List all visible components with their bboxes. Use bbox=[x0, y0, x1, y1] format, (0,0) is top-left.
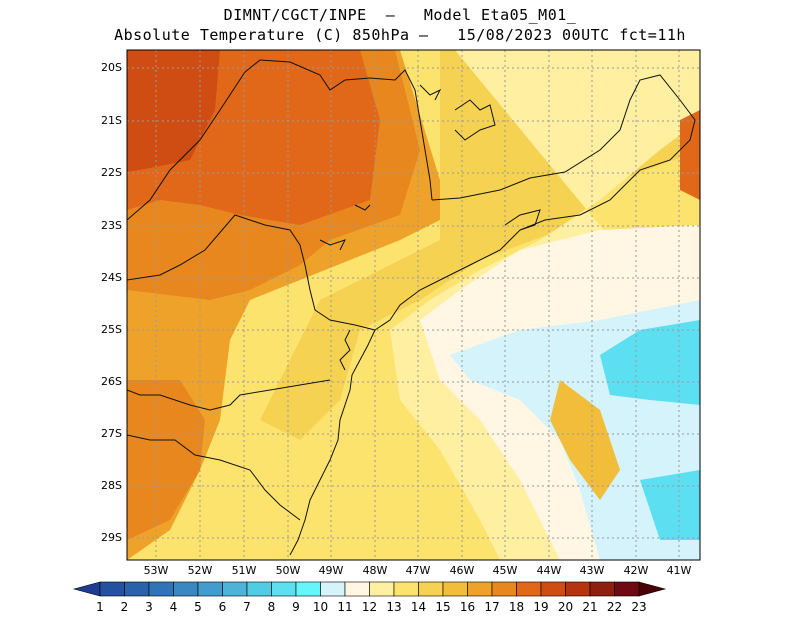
colorbar-label: 16 bbox=[459, 600, 476, 614]
colorbar-label: 5 bbox=[194, 600, 202, 614]
longitude-label: 42W bbox=[623, 564, 649, 577]
map-title-line-1: DIMNT/CGCT/INPE – Model Eta05_M01_ bbox=[223, 6, 577, 24]
colorbar-swatch bbox=[99, 581, 125, 597]
colorbar-swatch bbox=[638, 581, 667, 597]
colorbar-swatch bbox=[589, 581, 615, 597]
colorbar-label: 18 bbox=[508, 600, 525, 614]
latitude-label: 21S bbox=[101, 114, 122, 127]
longitude-label: 52W bbox=[187, 564, 213, 577]
latitude-label: 27S bbox=[101, 427, 122, 440]
colorbar-swatch bbox=[565, 581, 591, 597]
colorbar-label: 14 bbox=[410, 600, 427, 614]
colorbar bbox=[72, 581, 667, 597]
longitude-label: 43W bbox=[579, 564, 605, 577]
colorbar-swatch bbox=[344, 581, 370, 597]
colorbar-swatch bbox=[320, 581, 346, 597]
map-title-line-2: Absolute Temperature (C) 850hPa – 15/08/… bbox=[114, 26, 686, 44]
latitude-label: 24S bbox=[101, 271, 122, 284]
colorbar-swatch bbox=[393, 581, 419, 597]
political-boundaries bbox=[127, 59, 696, 556]
colorbar-swatch bbox=[222, 581, 248, 597]
colorbar-label: 4 bbox=[169, 600, 178, 614]
colorbar-label: 11 bbox=[337, 600, 353, 614]
colorbar-swatch bbox=[197, 581, 223, 597]
colorbar-label: 22 bbox=[606, 600, 623, 614]
longitude-label: 44W bbox=[536, 564, 562, 577]
colorbar-swatch bbox=[540, 581, 566, 597]
colorbar-swatch bbox=[124, 581, 150, 597]
longitude-label: 41W bbox=[666, 564, 692, 577]
latitude-label: 23S bbox=[101, 219, 122, 232]
longitude-label: 50W bbox=[275, 564, 301, 577]
plot-frame bbox=[126, 49, 701, 561]
colorbar-swatch bbox=[442, 581, 468, 597]
temperature-field bbox=[127, 50, 700, 560]
colorbar-label: 20 bbox=[557, 600, 574, 614]
colorbar-label: 17 bbox=[484, 600, 500, 614]
colorbar-swatch bbox=[418, 581, 444, 597]
colorbar-label: 3 bbox=[145, 600, 153, 614]
colorbar-swatch bbox=[295, 581, 321, 597]
colorbar-swatch bbox=[271, 581, 297, 597]
longitude-label: 53W bbox=[143, 564, 169, 577]
colorbar-label: 15 bbox=[435, 600, 451, 614]
latitude-label: 22S bbox=[101, 166, 122, 179]
colorbar-label: 23 bbox=[631, 600, 647, 614]
colorbar-swatch bbox=[516, 581, 542, 597]
colorbar-label: 19 bbox=[533, 600, 549, 614]
latitude-label: 26S bbox=[101, 375, 122, 388]
colorbar-label: 10 bbox=[312, 600, 329, 614]
colorbar-label: 13 bbox=[386, 600, 402, 614]
colorbar-swatch bbox=[72, 581, 101, 597]
longitude-label: 51W bbox=[231, 564, 257, 577]
graticule bbox=[127, 50, 700, 560]
colorbar-swatch bbox=[614, 581, 640, 597]
colorbar-label: 12 bbox=[361, 600, 378, 614]
colorbar-swatch bbox=[369, 581, 395, 597]
colorbar-label: 9 bbox=[292, 600, 300, 614]
longitude-label: 46W bbox=[449, 564, 475, 577]
colorbar-swatch bbox=[173, 581, 199, 597]
longitude-label: 48W bbox=[362, 564, 388, 577]
colorbar-swatch bbox=[467, 581, 493, 597]
colorbar-label: 8 bbox=[267, 600, 276, 614]
longitude-label: 45W bbox=[492, 564, 518, 577]
latitude-label: 29S bbox=[101, 531, 122, 544]
colorbar-swatch bbox=[246, 581, 272, 597]
latitude-label: 28S bbox=[101, 479, 122, 492]
colorbar-label: 2 bbox=[120, 600, 129, 614]
latitude-label: 20S bbox=[101, 61, 122, 74]
colorbar-label: 7 bbox=[243, 600, 251, 614]
longitude-label: 47W bbox=[405, 564, 431, 577]
latitude-label: 25S bbox=[101, 323, 122, 336]
colorbar-swatch bbox=[148, 581, 174, 597]
colorbar-label: 1 bbox=[96, 600, 104, 614]
colorbar-label: 6 bbox=[218, 600, 227, 614]
colorbar-label: 21 bbox=[582, 600, 598, 614]
colorbar-swatch bbox=[491, 581, 517, 597]
longitude-label: 49W bbox=[318, 564, 344, 577]
